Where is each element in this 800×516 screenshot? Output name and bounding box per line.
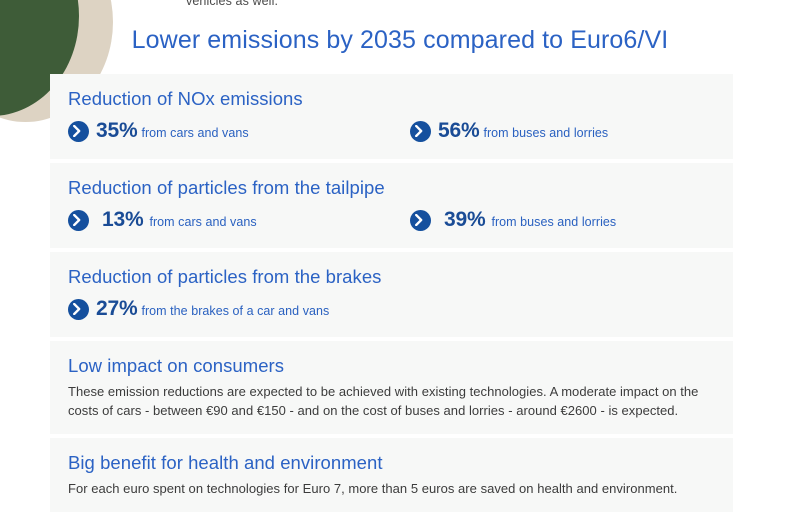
stat-row: 27% from the brakes of a car and vans	[50, 288, 733, 337]
stat-row: 35% from cars and vans 56% from buses an…	[50, 110, 733, 159]
stat-item: 13% from cars and vans	[68, 208, 410, 232]
stat-label: from buses and lorries	[483, 126, 609, 140]
card-tailpipe-particles: Reduction of particles from the tailpipe…	[50, 163, 733, 248]
chevron-right-icon	[68, 298, 89, 320]
page-title: Lower emissions by 2035 compared to Euro…	[131, 26, 669, 54]
card-low-impact-consumers: Low impact on consumers These emission r…	[50, 341, 733, 434]
card-body-text: For each euro spent on technologies for …	[68, 481, 678, 496]
card-nox-emissions: Reduction of NOx emissions 35% from cars…	[50, 74, 733, 159]
truncated-text-above: vehicles as well.	[186, 0, 279, 8]
card-body-text: These emission reductions are expected t…	[68, 384, 699, 418]
stat-value: 35%	[96, 119, 138, 142]
card-health-environment: Big benefit for health and environment F…	[50, 438, 733, 512]
card-heading: Reduction of NOx emissions	[68, 88, 303, 109]
chevron-right-icon	[410, 209, 431, 231]
chevron-right-icon	[410, 120, 431, 142]
card-heading: Big benefit for health and environment	[68, 452, 383, 473]
stat-label: from the brakes of a car and vans	[141, 304, 330, 318]
card-brake-particles: Reduction of particles from the brakes 2…	[50, 252, 733, 337]
stat-item: 27% from the brakes of a car and vans	[68, 297, 329, 321]
stat-item: 56% from buses and lorries	[410, 119, 608, 143]
stat-item: 39% from buses and lorries	[410, 208, 616, 232]
chevron-right-icon	[68, 120, 89, 142]
cards-container: Reduction of NOx emissions 35% from cars…	[50, 74, 733, 516]
stat-value: 56%	[438, 119, 480, 142]
stat-item: 35% from cars and vans	[68, 119, 410, 143]
stat-value: 27%	[96, 297, 138, 320]
chevron-right-icon	[68, 209, 89, 231]
stat-label: from buses and lorries	[491, 215, 617, 229]
card-heading: Low impact on consumers	[68, 355, 285, 376]
card-heading: Reduction of particles from the tailpipe	[68, 177, 385, 198]
stat-value: 13%	[102, 208, 144, 231]
stat-label: from cars and vans	[149, 215, 257, 229]
stat-value: 39%	[444, 208, 486, 231]
stat-label: from cars and vans	[141, 126, 249, 140]
card-heading: Reduction of particles from the brakes	[68, 266, 382, 287]
stat-row: 13% from cars and vans 39% from buses an…	[50, 199, 733, 248]
